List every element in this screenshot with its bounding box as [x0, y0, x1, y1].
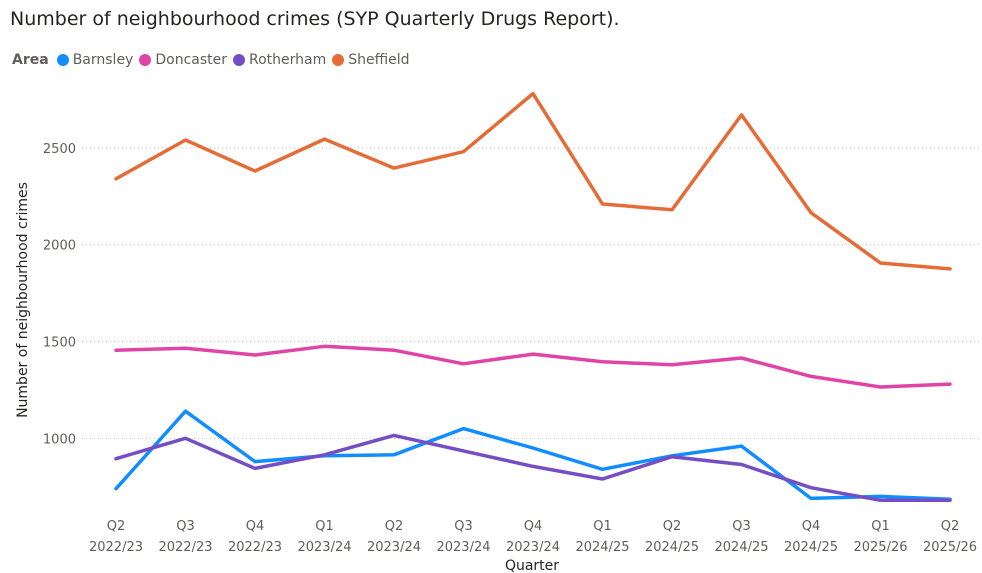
- legend-label-sheffield: Sheffield: [348, 52, 410, 68]
- series-line-rotherham[interactable]: [114, 433, 952, 503]
- x-tick-year: 2024/25: [645, 540, 699, 555]
- x-tick-quarter: Q1: [315, 519, 334, 534]
- chart-title: Number of neighbourhood crimes (SYP Quar…: [10, 8, 620, 30]
- x-tick-year: 2023/24: [436, 540, 490, 555]
- x-tick-quarter: Q2: [663, 519, 682, 534]
- x-tick-year: 2022/23: [89, 540, 143, 555]
- series-lines: [114, 91, 952, 503]
- x-tick-quarter: Q2: [385, 519, 404, 534]
- x-tick-quarter: Q4: [802, 519, 821, 534]
- legend-dot-rotherham: [233, 54, 245, 66]
- x-tick-year: 2025/26: [923, 540, 977, 555]
- legend-dot-sheffield: [332, 54, 345, 66]
- legend-label-barnsley: Barnsley: [72, 52, 134, 68]
- x-tick-quarter: Q2: [107, 519, 126, 534]
- legend-title: Area: [12, 52, 49, 68]
- legend-dot-doncaster: [139, 54, 152, 66]
- x-tick-year: 2025/26: [853, 540, 907, 555]
- x-tick-quarter: Q4: [524, 519, 543, 534]
- x-tick-year: 2024/25: [784, 540, 838, 555]
- x-tick-quarter: Q2: [941, 519, 960, 534]
- x-tick-year: 2023/24: [506, 540, 560, 555]
- x-tick-quarter: Q1: [871, 519, 890, 534]
- series-line-doncaster[interactable]: [114, 344, 952, 389]
- series-line-barnsley[interactable]: [114, 409, 952, 502]
- series-line-sheffield[interactable]: [114, 91, 952, 271]
- x-axis-title: Quarter: [505, 558, 559, 573]
- legend-item-sheffield[interactable]: Sheffield: [332, 52, 410, 68]
- x-tick-quarter: Q3: [732, 519, 751, 534]
- x-tick-year: 2023/24: [297, 540, 351, 555]
- y-tick-label: 2000: [43, 239, 76, 254]
- x-tick-quarter: Q4: [246, 519, 265, 534]
- x-tick-quarter: Q1: [593, 519, 612, 534]
- legend-label-rotherham: Rotherham: [249, 52, 327, 68]
- x-tick-year: 2024/25: [575, 540, 629, 555]
- x-tick-year: 2022/23: [228, 540, 282, 555]
- y-axis-ticks: 1000 1500 2000 2500: [43, 142, 76, 448]
- legend-item-rotherham[interactable]: Rotherham: [233, 52, 326, 68]
- legend-item-barnsley[interactable]: Barnsley: [56, 52, 134, 68]
- x-tick-quarter: Q3: [454, 519, 473, 534]
- legend: Area Barnsley Doncaster Rotherham Sheffi…: [12, 52, 416, 68]
- x-tick-year: 2024/25: [714, 540, 768, 555]
- x-tick-year: 2022/23: [158, 540, 212, 555]
- x-tick-year: 2023/24: [367, 540, 421, 555]
- y-axis-title: Number of neighbourhood crimes: [15, 182, 31, 418]
- x-tick-quarter: Q3: [176, 519, 195, 534]
- y-tick-label: 2500: [43, 142, 76, 157]
- x-axis-ticks: Q2 2022/23 Q3 2022/23 Q4 2022/23 Q1 2023/24 Q2 20…: [89, 519, 977, 555]
- y-tick-label: 1500: [43, 335, 76, 350]
- legend-label-doncaster: Doncaster: [155, 52, 227, 68]
- y-tick-label: 1000: [43, 432, 76, 447]
- gridlines: [82, 147, 980, 439]
- legend-dot-barnsley: [56, 54, 69, 66]
- legend-item-doncaster[interactable]: Doncaster: [139, 52, 227, 68]
